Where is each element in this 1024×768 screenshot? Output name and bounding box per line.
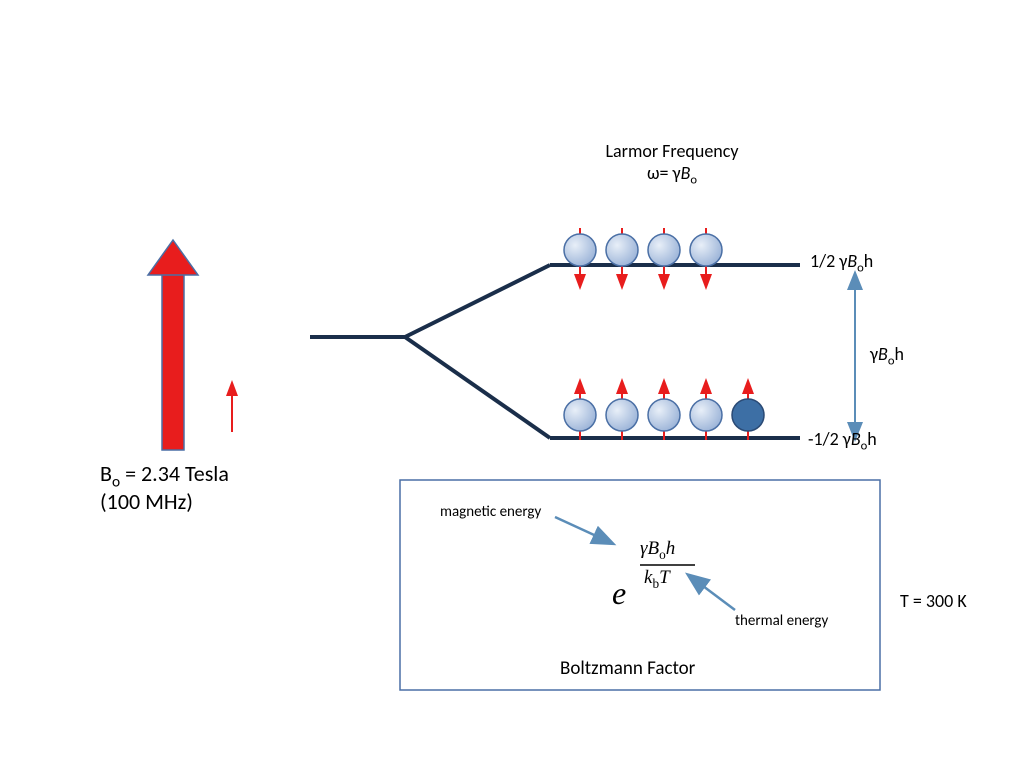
- thermal-energy-label: thermal energy: [735, 612, 828, 630]
- larmor-title: Larmor Frequency: [577, 140, 767, 162]
- boltzmann-title: Boltzmann Factor: [560, 657, 695, 680]
- temperature-label: T = 300 K: [900, 590, 967, 612]
- diagram-canvas: [0, 0, 1024, 768]
- energy-split-lines: [310, 265, 800, 438]
- lower-level-label: -1/2 γBoh: [808, 428, 877, 454]
- b0-value-label: Bo = 2.34 Tesla: [100, 460, 229, 491]
- thermal-energy-arrow-icon: [695, 580, 735, 610]
- upper-spin-spheres: [564, 228, 722, 282]
- larmor-formula: ω= γBo: [577, 162, 767, 188]
- magnetic-energy-label: magnetic energy: [440, 503, 541, 521]
- magnetic-energy-arrow-icon: [555, 517, 605, 540]
- gap-label: γBoh: [870, 343, 904, 369]
- formula-denominator: kbT: [644, 567, 670, 592]
- b0-big-arrow-icon: [148, 240, 198, 450]
- upper-level-label: 1/2 γBoh: [810, 250, 873, 276]
- formula-numerator: γBoh: [640, 538, 675, 563]
- lower-spin-spheres: [564, 386, 764, 440]
- b0-freq-label: (100 MHz): [100, 488, 193, 515]
- formula-base-e: e: [612, 575, 626, 612]
